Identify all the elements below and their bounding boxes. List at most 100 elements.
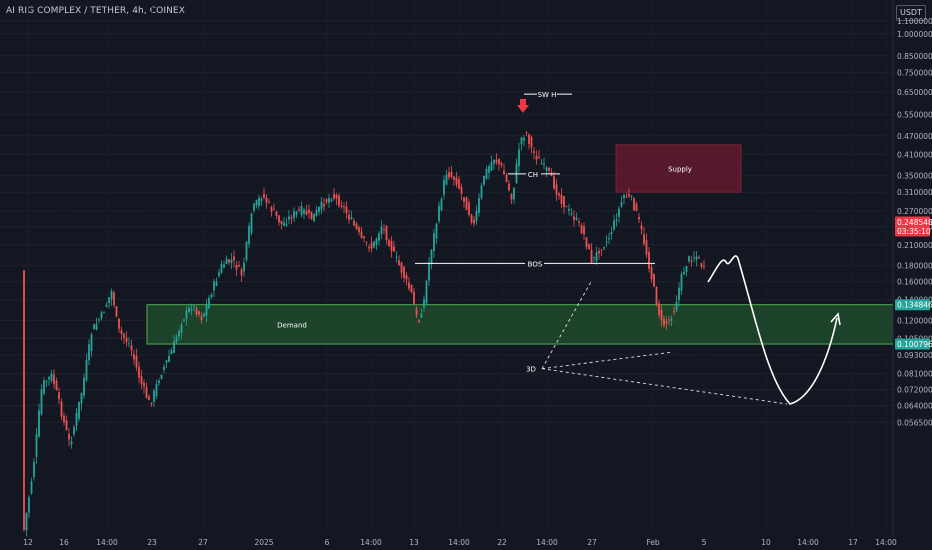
candle-body xyxy=(485,168,488,179)
candle-body xyxy=(505,174,508,182)
candle-body xyxy=(493,159,495,164)
candle-body xyxy=(683,271,685,275)
candle-body xyxy=(578,221,580,223)
candle-body xyxy=(363,236,365,239)
candle-body xyxy=(370,242,373,249)
candle-body xyxy=(690,260,693,262)
candle-body xyxy=(108,297,110,304)
demand-zone xyxy=(146,304,894,345)
candle-body xyxy=(205,304,208,316)
candle-body xyxy=(98,319,100,321)
candle-body xyxy=(553,176,555,189)
y-tick-label: 0.180000 xyxy=(897,262,932,271)
y-tick-label: 0.550000 xyxy=(897,111,932,120)
candle-body xyxy=(643,234,645,245)
candle-body xyxy=(185,310,188,319)
candle-body xyxy=(298,209,300,211)
axes: 1.100000 1.000000 0.850000 0.750000 0.650000… xyxy=(23,0,932,547)
x-tick-label: 5 xyxy=(702,538,707,547)
candle-body xyxy=(530,137,533,148)
candle-body xyxy=(585,237,588,247)
candle-body xyxy=(470,214,473,223)
candle-body xyxy=(70,441,73,445)
candle-body xyxy=(210,294,213,298)
candle-body xyxy=(598,250,600,254)
y-tick-label: 0.750000 xyxy=(897,69,932,78)
candle-body xyxy=(428,262,430,281)
candle-body xyxy=(153,390,155,402)
candle-body xyxy=(518,149,520,167)
candle-body xyxy=(575,217,578,220)
candle-body xyxy=(175,336,178,343)
x-tick-label: 10 xyxy=(761,538,771,547)
candle-body xyxy=(330,199,333,202)
candle-body xyxy=(633,197,635,211)
dashed-fan-line xyxy=(541,279,593,369)
candle-body xyxy=(635,203,638,212)
candle-body xyxy=(148,396,150,401)
candle-body xyxy=(328,198,330,203)
candle-body xyxy=(483,175,485,185)
candle-body xyxy=(160,375,163,379)
candle-body xyxy=(278,215,280,223)
candle-body xyxy=(673,311,675,313)
candle-body xyxy=(30,481,33,494)
candle-body xyxy=(688,256,690,262)
candle-body xyxy=(190,309,193,311)
candle-body xyxy=(305,210,308,215)
candle-body xyxy=(170,350,173,355)
candle-body xyxy=(543,163,545,165)
candle-body xyxy=(50,373,53,382)
candle-body xyxy=(685,266,688,272)
candle-body xyxy=(448,172,450,178)
currency-unit-button[interactable]: USDT xyxy=(896,5,926,21)
price-label-bg xyxy=(895,338,930,350)
candle-body xyxy=(33,461,35,478)
candle-body xyxy=(120,330,123,334)
candle-body xyxy=(245,241,248,260)
candle-body xyxy=(325,199,328,203)
price-label-value: 0.100796 xyxy=(897,340,932,349)
candle-body xyxy=(368,247,370,249)
candle-body xyxy=(418,320,420,323)
x-tick-label: 17 xyxy=(848,538,858,547)
candle-body xyxy=(285,224,288,226)
y-tick-label: 0.470000 xyxy=(897,132,932,141)
candle-body xyxy=(605,241,608,243)
candle-body xyxy=(415,308,418,316)
candle-body xyxy=(670,318,673,321)
x-tick-label: 16 xyxy=(59,538,69,547)
candle-body xyxy=(273,208,275,210)
candle-body xyxy=(360,231,363,238)
candle-body xyxy=(395,256,398,258)
candle-body xyxy=(335,194,338,199)
candle-body xyxy=(480,185,483,198)
price-label-value: 0.248548 xyxy=(897,218,932,227)
candle-body xyxy=(270,207,273,212)
candle-body xyxy=(490,162,493,171)
candle-body xyxy=(573,216,575,221)
y-tick-label: 0.850000 xyxy=(897,52,932,61)
x-tick-label: 14:00 xyxy=(448,538,470,547)
candle-body xyxy=(85,360,88,381)
candle-body xyxy=(660,309,663,320)
candle-body xyxy=(163,366,165,370)
candle-body xyxy=(115,306,118,317)
candle-body xyxy=(88,344,90,361)
candle-body xyxy=(315,209,318,216)
candle-body xyxy=(263,193,265,198)
candle-body xyxy=(128,343,130,345)
candle-body xyxy=(648,252,650,269)
candle-body xyxy=(525,132,528,134)
candle-body xyxy=(595,252,598,261)
candle-body xyxy=(593,256,595,258)
candle-body xyxy=(73,427,75,435)
price-label-bg xyxy=(895,216,930,237)
candle-body xyxy=(138,366,140,378)
candle-body xyxy=(468,202,470,215)
x-tick-label: 14:00 xyxy=(536,538,558,547)
candle-body xyxy=(615,219,618,222)
candle-body xyxy=(375,238,378,245)
candle-body xyxy=(565,206,568,208)
